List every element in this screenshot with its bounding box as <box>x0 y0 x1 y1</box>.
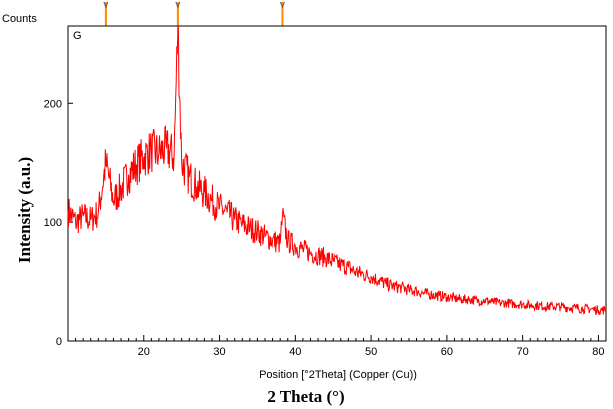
x-tick-label: 40 <box>289 346 301 358</box>
reference-marker-head <box>175 1 181 9</box>
y-tick-label: 0 <box>56 336 62 348</box>
series-line <box>67 25 607 315</box>
x-tick-label: 60 <box>441 346 453 358</box>
x-axis-title: 2 Theta (°) <box>267 387 344 406</box>
y-tick-label: 100 <box>44 217 62 229</box>
reference-markers <box>103 1 285 26</box>
x-axis-instrument-label: Position [°2Theta] (Copper (Cu)) <box>259 369 417 381</box>
x-tick-label: 50 <box>365 346 377 358</box>
y-tick-label: 200 <box>44 98 62 110</box>
y-axis-ticks: 0 100 200 <box>44 98 73 348</box>
x-tick-label: 80 <box>592 346 604 358</box>
plot-frame <box>67 25 607 342</box>
counts-label: Counts <box>2 13 37 25</box>
reference-marker-head <box>103 1 109 9</box>
x-tick-label: 70 <box>517 346 529 358</box>
x-tick-label: 20 <box>138 346 150 358</box>
reference-marker-head <box>279 1 285 9</box>
panel-label: G <box>73 30 82 42</box>
y-axis-title: Intensity (a.u.) <box>15 157 34 263</box>
x-axis-ticks: 20 30 40 50 60 70 80 <box>67 335 607 358</box>
x-tick-label: 30 <box>213 346 225 358</box>
